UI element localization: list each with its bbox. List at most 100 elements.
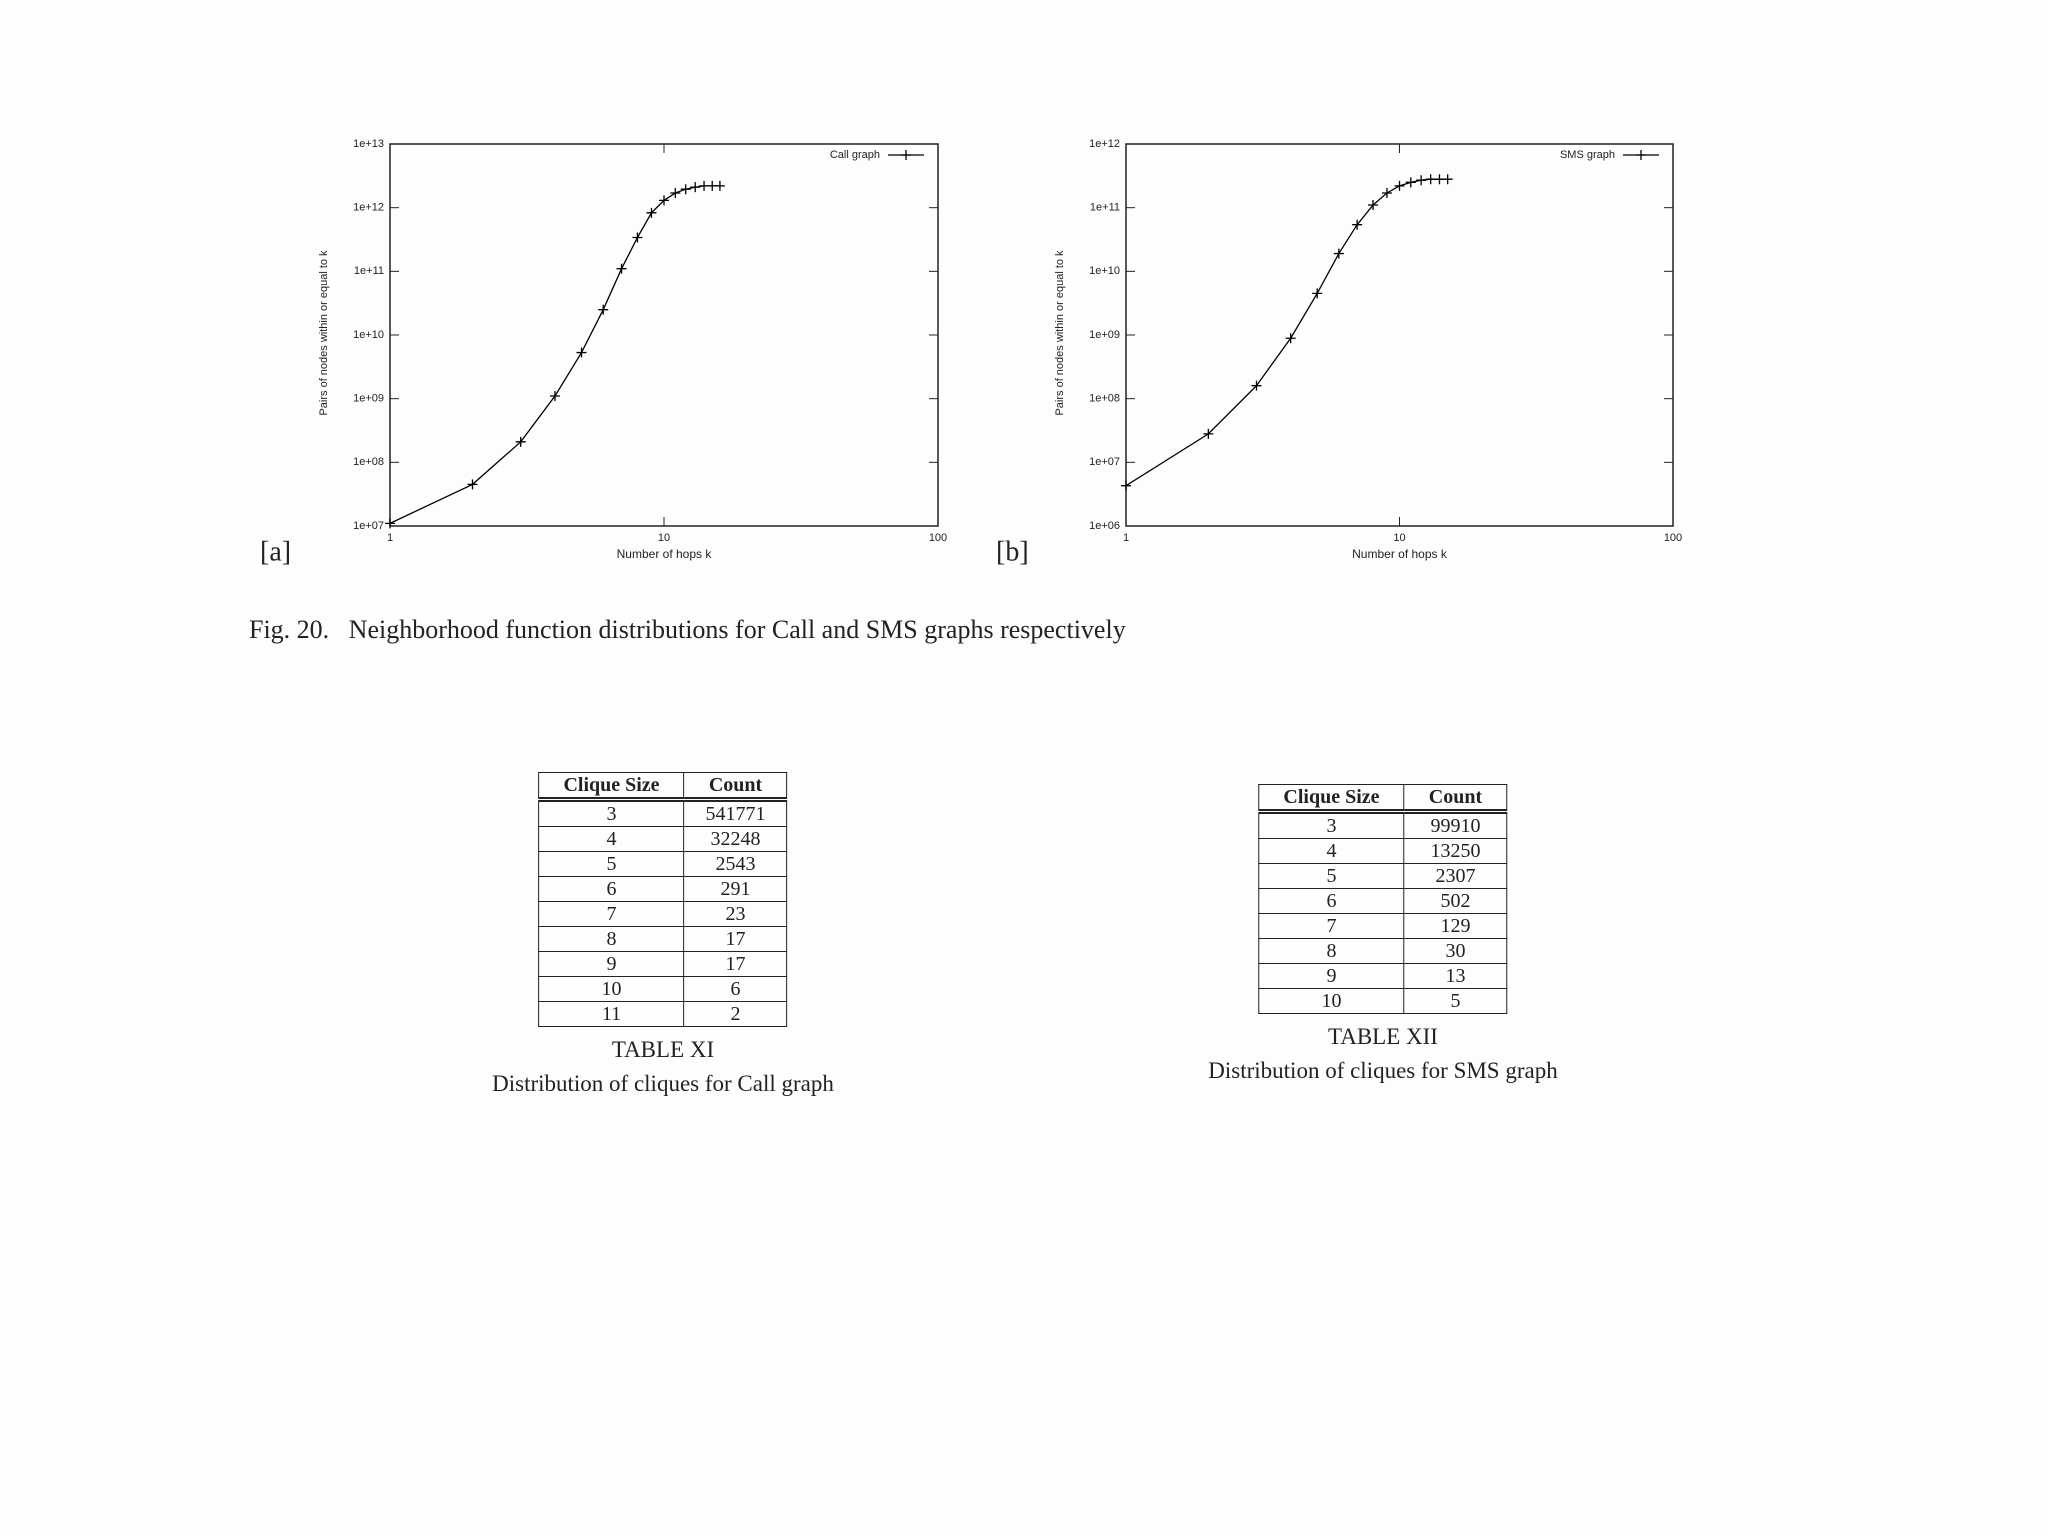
y-tick-label: 1e+10 [1089,265,1120,277]
table-cell: 7 [1258,913,1405,939]
y-tick-label: 1e+09 [353,393,384,405]
table-cell: 99910 [1403,811,1508,839]
table-cell: 17 [683,951,788,977]
point-marker [1416,175,1427,186]
table-cell: 9 [1258,963,1405,989]
y-tick-label: 1e+08 [353,456,384,468]
table-cell: 10 [1258,988,1405,1014]
table-cell: 30 [1403,938,1508,964]
table-cell: 541771 [683,799,788,827]
header-cell: Count [683,772,788,802]
header-row: Clique Size Count [538,772,788,802]
point-marker [1368,200,1378,211]
point-marker [1352,219,1363,230]
table-cell: 5 [1258,863,1405,889]
point-marker [515,436,526,447]
point-marker [616,263,627,274]
table-cell: 7 [538,901,685,927]
x-tick-label: 100 [1664,532,1682,544]
point-marker [467,479,478,490]
point-marker [1333,248,1344,259]
table-cell: 3 [538,799,685,827]
table-cell: 129 [1403,913,1508,939]
series-line [1125,178,1448,487]
point-marker [576,347,587,358]
table-row: 10 5 [1258,988,1508,1014]
y-tick-label: 1e+11 [354,265,384,277]
header-row: Clique Size Count [1258,784,1508,814]
table-cell: 5 [1403,988,1508,1014]
table-cell: 9 [538,951,685,977]
table: Clique Size Count 3 541771 4 32248 5 2543 6 291 7 2… [538,772,788,1027]
table-cell: 2307 [1403,863,1508,889]
y-axis-label: Pairs of nodes within or equal to k [318,250,330,416]
table-cell: 3 [1258,811,1405,839]
y-tick-label: 1e+10 [353,329,384,341]
point-marker [1394,180,1405,191]
table-row: 8 17 [538,926,788,952]
table-caption: Distribution of cliques for SMS graph [1208,1058,1558,1083]
point-marker [1425,174,1436,185]
table-row: 4 13250 [1258,838,1508,864]
table-cell: 5 [538,851,685,877]
header-cell: Count [1403,784,1508,814]
table-cell: 502 [1403,888,1508,914]
x-tick-label: 10 [1393,532,1405,544]
table-row: 7 129 [1258,913,1508,939]
y-tick-label: 1e+07 [353,520,384,532]
table-cell: 4 [1258,838,1405,864]
point-marker [1251,380,1262,391]
table-cell: 6 [1258,888,1405,914]
point-marker [1203,428,1214,439]
y-tick-label: 1e+13 [353,138,384,150]
point-marker [1312,288,1323,299]
table-row: 3 541771 [538,799,788,827]
table-cell: 291 [683,876,788,902]
legend-label: SMS graph [1560,149,1615,161]
legend-marker [1636,150,1646,160]
table-row: 11 2 [538,1001,788,1027]
table-title: TABLE XII [1328,1024,1438,1049]
table-caption: Distribution of cliques for Call graph [492,1071,834,1096]
point-marker [1405,177,1416,188]
x-tick-label: 10 [658,532,670,544]
table-cell: 13250 [1403,838,1508,864]
table-cell: 2 [683,1001,788,1027]
panel-label: [b] [996,536,1029,567]
point-marker [1442,174,1453,185]
series-line [389,185,720,524]
y-tick-label: 1e+12 [1089,138,1120,150]
point-marker [549,391,560,402]
y-tick-label: 1e+09 [1089,329,1120,341]
table-cell: 17 [683,926,788,952]
table-cell: 4 [538,826,685,852]
table-row: 3 99910 [1258,811,1508,839]
table-cell: 11 [538,1001,685,1027]
table-cell: 8 [538,926,685,952]
table-cell: 10 [538,976,685,1002]
point-marker [1121,480,1131,491]
y-tick-label: 1e+12 [353,202,384,214]
x-axis-label: Number of hops k [1352,547,1448,561]
panel-label: [a] [260,536,291,567]
table-cell: 6 [683,976,788,1002]
table-cell: 2543 [683,851,788,877]
x-tick-label: 100 [929,532,947,544]
point-marker [646,207,657,218]
figure-caption: Fig. 20. Neighborhood function distribut… [249,615,1126,644]
table-cell: 13 [1403,963,1508,989]
y-axis-label: Pairs of nodes within or equal to k [1054,250,1066,416]
table-row: 5 2543 [538,851,788,877]
table-cell: 8 [1258,938,1405,964]
table-cell: 6 [538,876,685,902]
point-marker [659,195,669,206]
table-cell: 23 [683,901,788,927]
point-marker [1381,187,1392,198]
point-marker [670,187,681,198]
point-marker [598,304,609,315]
y-tick-label: 1e+08 [1089,393,1120,405]
table-row: 4 32248 [538,826,788,852]
point-marker [632,232,643,243]
table-row: 10 6 [538,976,788,1002]
